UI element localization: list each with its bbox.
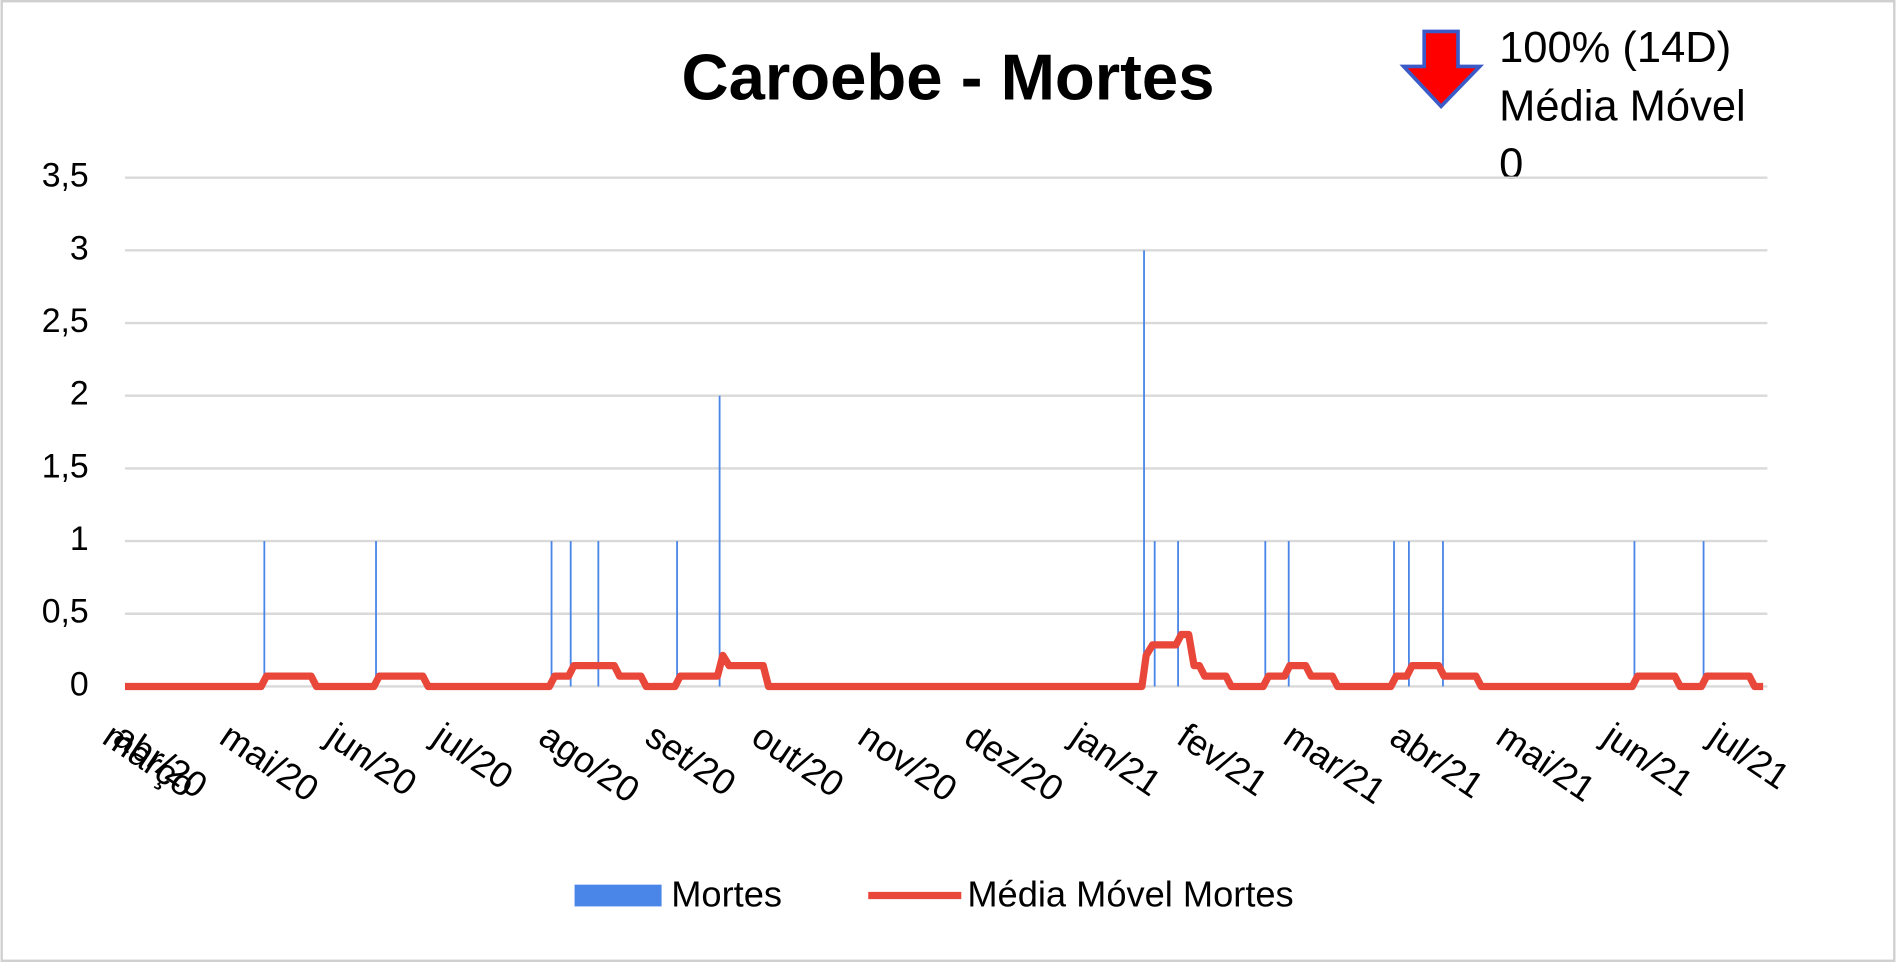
annotation-line: 100% (14D) bbox=[1499, 24, 1731, 72]
bar bbox=[718, 395, 721, 687]
y-tick-label: 3,5 bbox=[42, 157, 89, 195]
y-tick-label: 1,5 bbox=[42, 447, 89, 485]
annotation-line: Média Móvel bbox=[1499, 82, 1746, 130]
bar bbox=[1408, 541, 1410, 687]
bar bbox=[1153, 541, 1156, 687]
bar bbox=[1442, 541, 1444, 687]
bar bbox=[550, 541, 553, 687]
chart-title: Caroebe - Mortes bbox=[681, 40, 1214, 113]
annotation-line: 0 bbox=[1499, 140, 1523, 188]
y-tick-label: 0 bbox=[70, 665, 89, 703]
bar bbox=[569, 541, 572, 687]
legend-label: Mortes bbox=[671, 873, 782, 914]
y-tick-label: 1 bbox=[70, 520, 89, 558]
bar bbox=[1143, 250, 1145, 687]
bar bbox=[1177, 541, 1179, 687]
legend-label: Média Móvel Mortes bbox=[967, 873, 1293, 914]
bar bbox=[597, 541, 600, 687]
trend-arrow bbox=[1399, 29, 1485, 109]
y-tick-label: 2 bbox=[70, 375, 89, 413]
legend-swatch bbox=[574, 884, 662, 907]
line bbox=[124, 630, 1764, 691]
bar bbox=[1264, 541, 1267, 687]
bar bbox=[1287, 541, 1290, 687]
y-tick-label: 2,5 bbox=[42, 302, 89, 340]
bar bbox=[1633, 541, 1636, 687]
bar bbox=[375, 541, 377, 687]
y-tick-label: 0,5 bbox=[42, 593, 89, 631]
bar bbox=[263, 541, 266, 687]
bar bbox=[676, 541, 678, 687]
bar bbox=[1393, 541, 1395, 687]
y-tick-label: 3 bbox=[70, 229, 89, 267]
bar bbox=[1702, 541, 1705, 687]
